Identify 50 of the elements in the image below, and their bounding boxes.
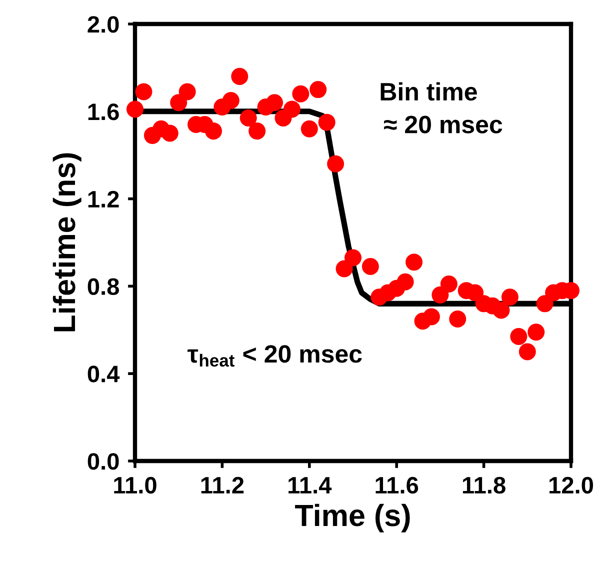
point bbox=[318, 114, 336, 131]
x-tick-label: 11.0 bbox=[114, 476, 156, 494]
point bbox=[510, 328, 528, 345]
point bbox=[135, 83, 152, 100]
point bbox=[327, 155, 344, 172]
y-tick-label: 0.0 bbox=[88, 453, 119, 470]
point bbox=[266, 94, 284, 112]
y-tick-label: 2.0 bbox=[88, 16, 119, 33]
point bbox=[396, 273, 414, 290]
point bbox=[283, 100, 300, 118]
point bbox=[528, 324, 545, 341]
point bbox=[126, 100, 144, 118]
x-tick-label: 11.8 bbox=[462, 476, 506, 494]
point bbox=[440, 276, 458, 293]
point bbox=[406, 254, 423, 271]
point bbox=[222, 92, 240, 109]
y-tick-label: 0.4 bbox=[88, 366, 120, 382]
x-tick-label: 11.2 bbox=[201, 476, 244, 494]
point bbox=[449, 310, 466, 328]
annotation: Bin time bbox=[380, 82, 477, 101]
y-tick-label: 1.2 bbox=[88, 190, 119, 208]
x-tick-label: 11.4 bbox=[288, 477, 332, 494]
point bbox=[204, 122, 222, 140]
point bbox=[518, 343, 536, 360]
x-tick-label: 12.0 bbox=[550, 476, 594, 494]
point bbox=[170, 94, 188, 112]
point bbox=[344, 249, 362, 266]
point bbox=[422, 308, 440, 326]
point bbox=[362, 258, 379, 276]
annotation: τ$_{heat}$ < 20 msec bbox=[188, 345, 362, 367]
point bbox=[492, 302, 510, 319]
point bbox=[231, 68, 248, 85]
y-tick-label: 0.8 bbox=[88, 278, 119, 295]
y-tick-label: 1.6 bbox=[88, 103, 119, 120]
point bbox=[248, 122, 266, 140]
point bbox=[178, 83, 196, 100]
point bbox=[432, 286, 449, 304]
point bbox=[501, 288, 518, 306]
y-axis-title: Lifetime (ns) bbox=[52, 153, 82, 332]
x-axis-title: Time (s) bbox=[295, 504, 410, 532]
x-tick-label: 11.6 bbox=[376, 476, 418, 494]
point bbox=[466, 284, 484, 302]
point bbox=[310, 81, 327, 98]
point bbox=[240, 109, 257, 126]
point bbox=[336, 260, 353, 278]
point bbox=[536, 295, 554, 312]
point bbox=[161, 124, 178, 142]
point bbox=[300, 120, 318, 138]
annotation: ≈ 20 msec bbox=[384, 116, 502, 134]
point bbox=[292, 85, 310, 102]
